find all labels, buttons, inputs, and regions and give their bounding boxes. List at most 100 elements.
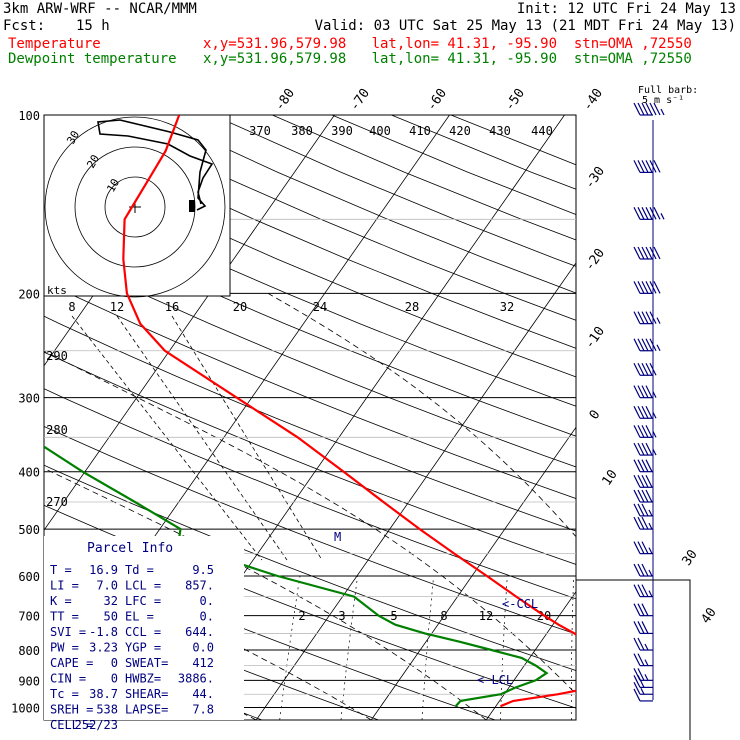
wind-barb <box>633 385 657 399</box>
wind-barb-flag <box>653 207 661 220</box>
wind-barb-flag <box>649 246 657 260</box>
parcel-param-value: 32 <box>104 594 118 608</box>
dry-adiabat <box>44 425 576 635</box>
isotherm-line <box>370 426 576 720</box>
wind-barb-flag <box>645 425 653 438</box>
mixing-ratio-line <box>571 575 575 720</box>
wind-barb-flag <box>641 563 649 577</box>
parcel-info-box: Parcel Info T = 16.9 Td = 9.5 LI = 7.0 LCL = 857… <box>44 536 244 732</box>
parcel-param-name: CELL = <box>50 718 93 732</box>
wind-barb-flag <box>641 102 649 116</box>
wind-barb-flag <box>649 311 657 324</box>
barb-legend-units: 5 m s⁻¹ <box>642 95 684 106</box>
speed-scale-label: 24 <box>313 300 327 314</box>
wind-barb-flag <box>633 102 641 116</box>
wind-barb-flag <box>633 563 641 577</box>
wind-barb-flag <box>645 207 653 220</box>
wind-barb-flag <box>641 603 649 616</box>
wind-barb-half <box>644 643 649 651</box>
pressure-tick-label: 100 <box>18 109 40 123</box>
wind-barb <box>633 207 665 220</box>
wind-barb-flag <box>637 603 645 616</box>
wind-barb-flag <box>645 475 653 488</box>
wind-barb-half <box>652 391 657 398</box>
barb-legend-title: Full barb: <box>638 85 698 96</box>
parcel-param-value: 857. <box>185 579 214 593</box>
theta-label: 280 <box>46 423 68 437</box>
parcel-info-title: Parcel Info <box>87 541 173 556</box>
wind-barb-flag <box>633 489 641 503</box>
wind-barb-flag <box>637 405 645 419</box>
wind-barb-flag <box>645 363 653 376</box>
wind-barb-flag <box>645 102 653 116</box>
pressure-tick-label: 500 <box>18 523 40 537</box>
wind-barb-flag <box>649 102 657 116</box>
mixing-ratio-line <box>661 576 665 720</box>
wind-barb-flag <box>645 311 653 324</box>
dewpoint-location: x,y=531.96,579.98 lat,lon= 41.31, -95.90… <box>203 51 692 67</box>
speed-scale-label: 16 <box>165 300 179 314</box>
wind-barb-flag <box>637 621 645 634</box>
background-lines <box>44 115 665 720</box>
wind-barb-flag <box>645 338 653 352</box>
wind-barb-flag <box>649 281 657 294</box>
dry-adiabat <box>44 247 576 468</box>
hodograph-ring-label: 10 <box>104 177 122 195</box>
parcel-param-value: 3886. <box>178 672 214 686</box>
temperature-profile <box>122 115 576 708</box>
speed-scale-line <box>171 315 323 561</box>
wind-barb-flag <box>637 653 645 666</box>
dry-adiabat <box>44 214 576 437</box>
mixing-ratio-line <box>500 575 508 720</box>
wind-barb <box>633 675 653 688</box>
temperature-location: x,y=531.96,579.98 lat,lon= 41.31, -95.90… <box>203 36 692 52</box>
wind-barb-flag <box>641 442 649 456</box>
wind-barb-flag <box>633 681 641 695</box>
wind-barb <box>633 405 657 419</box>
wind-barb-flag <box>653 102 661 116</box>
parcel-param-value: 7.8 <box>192 703 214 717</box>
wind-barb-half <box>652 411 657 419</box>
valid-time: Valid: 03 UTC Sat 25 May 13 (21 MDT Fri … <box>314 18 736 34</box>
wind-barb-half <box>648 569 653 577</box>
parcel-param-value: 44. <box>192 687 214 701</box>
isotherm-label: -60 <box>424 86 450 114</box>
speed-scale-line <box>71 315 263 561</box>
wind-barb <box>633 489 653 503</box>
wind-barb <box>633 516 653 530</box>
ccl-marker: <-CCL <box>502 597 538 611</box>
wind-barb-flag <box>649 338 657 352</box>
dry-adiabat <box>44 280 576 499</box>
theta-label: 290 <box>46 349 68 363</box>
isotherm-label: -50 <box>502 86 528 114</box>
moist-adiabat <box>44 467 487 720</box>
dry-adiabat <box>272 115 576 241</box>
hodograph-ring <box>104 176 166 238</box>
moist-adiabat <box>44 552 372 720</box>
moist-adiabat <box>267 292 576 538</box>
isotherm-label: -70 <box>347 86 373 114</box>
pressure-tick-label: 900 <box>18 674 40 688</box>
parcel-param-value: 16.9 <box>89 563 118 577</box>
theta-label: 390 <box>331 124 353 138</box>
wind-barb <box>633 563 653 577</box>
dry-adiabat <box>44 588 379 720</box>
parcel-param-value: 412 <box>192 656 214 670</box>
wind-barb-flag <box>637 425 645 438</box>
pressure-tick-label: 400 <box>18 466 40 480</box>
wind-barb-flag <box>637 675 645 688</box>
wind-barb <box>633 459 653 473</box>
wind-barb <box>633 102 665 116</box>
wind-barb-flag <box>649 207 657 220</box>
wind-barb-flag <box>633 637 641 651</box>
wind-barb-flag <box>637 668 645 681</box>
parcel-param-name: SVI = <box>50 625 86 639</box>
wind-barb-flag <box>637 637 645 651</box>
wind-barb <box>633 503 653 517</box>
wind-barb-flag <box>633 503 641 517</box>
wind-barb-half <box>640 687 645 695</box>
wind-barb-half <box>644 659 649 666</box>
parcel-param-name: CIN = <box>50 672 86 686</box>
hodograph-units-label: kts <box>47 284 67 297</box>
